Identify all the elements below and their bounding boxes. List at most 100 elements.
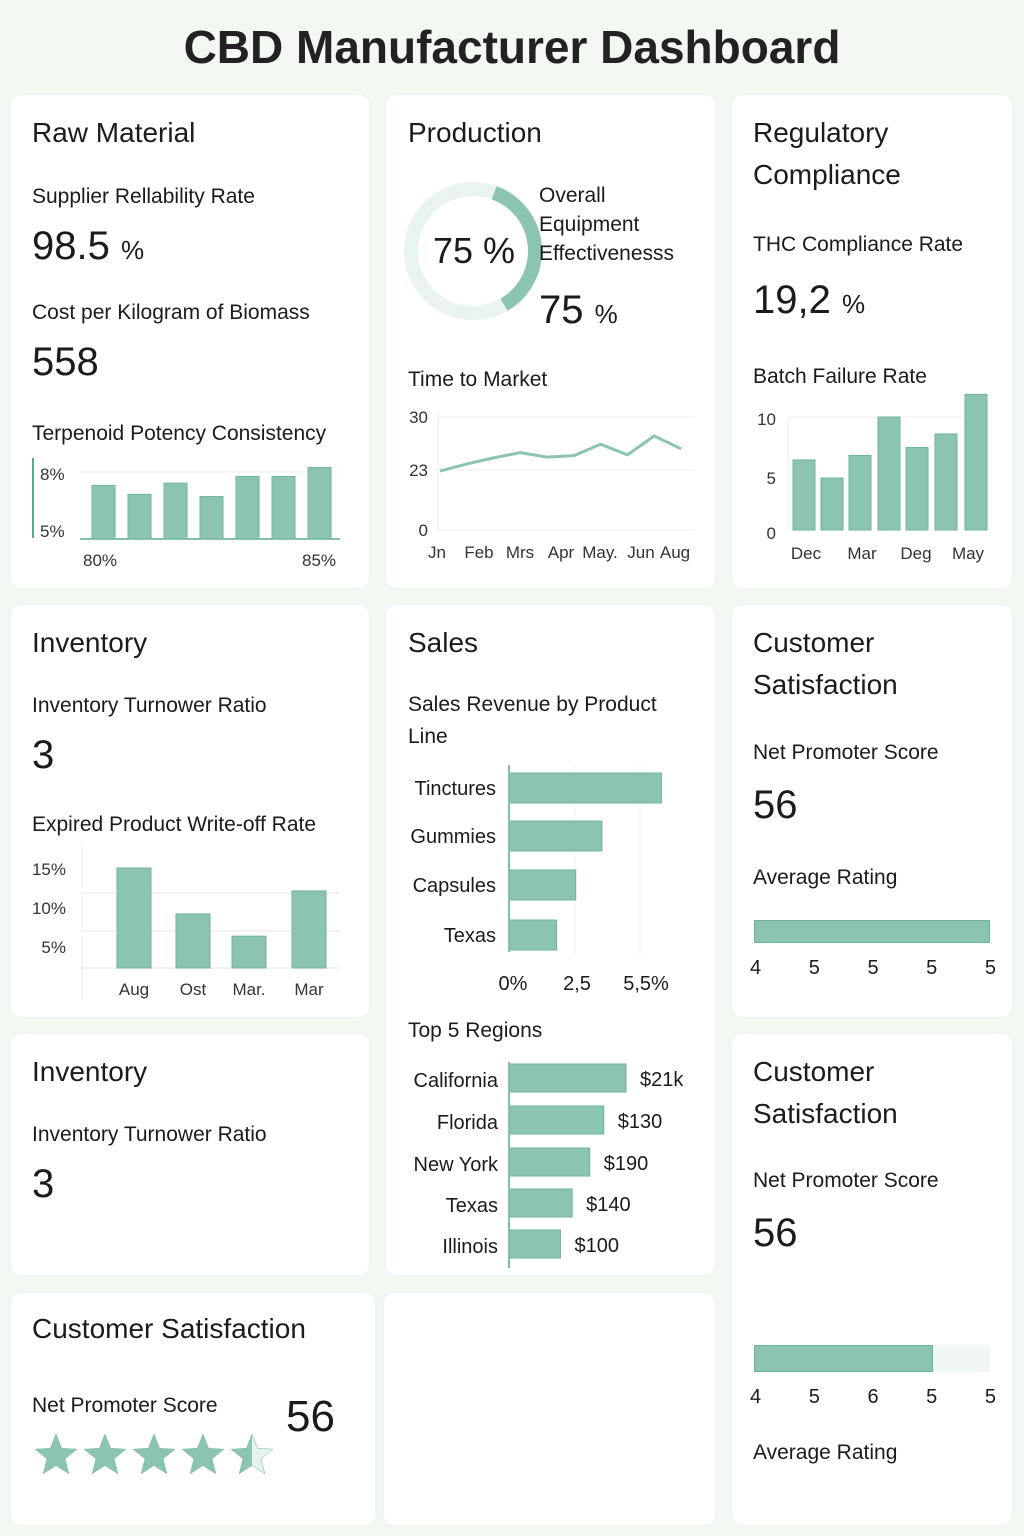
terpenoid-bar <box>271 475 296 540</box>
regulatory-heading: Regulatory Compliance <box>753 117 901 190</box>
revenue-bar <box>508 919 558 951</box>
y-tick-label: 0 <box>419 521 428 540</box>
oee-value: 75 % <box>539 288 618 333</box>
cs-rating-label: Average Rating <box>753 866 898 889</box>
star-icon <box>181 1433 225 1475</box>
terpenoid-bar <box>91 484 116 540</box>
donut-value: 75 % <box>433 230 516 271</box>
region-value-label: $130 <box>618 1111 663 1133</box>
cost-per-kg-value: 558 <box>32 340 99 384</box>
x-tick-label: Jun <box>627 543 654 562</box>
x-tick-label: Deg <box>900 544 931 563</box>
cs-nps-value: 56 <box>753 783 798 827</box>
empty-card <box>384 1293 715 1525</box>
rating-tick: 5 <box>808 957 820 979</box>
expired-bar <box>175 913 211 969</box>
turnover-label: Inventory Turnower Ratio <box>32 694 267 717</box>
cs2-nps-value: 56 <box>753 1211 798 1255</box>
region-bar <box>508 1105 605 1135</box>
rating-2-ticks: 4 5 6 5 5 <box>750 1386 996 1409</box>
y-tick-label: 5% <box>41 938 66 957</box>
y-tick-label: 8% <box>40 465 65 484</box>
x-tick-label: 5,5% <box>623 973 669 995</box>
revenue-bar <box>508 820 603 852</box>
time-to-market-line <box>439 434 682 473</box>
oee-label: Overall Equipment Effectivenesss <box>539 184 675 265</box>
cs3-heading: Customer Satisfaction <box>32 1313 306 1344</box>
batch-failure-label: Batch Failure Rate <box>753 365 927 388</box>
x-tick-label: 85% <box>302 551 336 570</box>
y-tick-label: 15% <box>32 860 66 879</box>
region-label: Texas <box>446 1195 498 1217</box>
category-label: Tinctures <box>414 778 496 800</box>
terpenoid-bar <box>199 496 224 540</box>
terpenoid-bar <box>163 482 188 540</box>
supplier-reliability-unit: % <box>120 235 145 265</box>
thc-label: THC Compliance Rate <box>753 233 964 256</box>
region-value-label: $100 <box>574 1235 619 1257</box>
y-tick-label: 30 <box>409 408 428 427</box>
x-tick-label: Mar. <box>232 980 265 999</box>
rating-tick: 5 <box>926 957 938 979</box>
supplier-reliability-label: Supplier Rellability Rate <box>32 185 255 208</box>
customer-satisfaction-card <box>732 605 1012 1017</box>
rating-tick: 4 <box>750 957 762 979</box>
sales-heading: Sales <box>408 627 479 658</box>
y-tick-label: 10 <box>757 410 776 429</box>
x-tick-label: Mrs <box>506 543 534 562</box>
raw-material-heading: Raw Material <box>32 117 196 148</box>
y-tick-label: 0 <box>767 524 776 543</box>
terpenoid-label: Terpenoid Potency Consistency <box>32 422 327 445</box>
cs-heading: Customer Satisfaction <box>753 627 898 700</box>
donut-fill <box>491 186 542 311</box>
batch-failure-bar <box>934 433 958 531</box>
rating-bar-2-track <box>754 1345 990 1372</box>
star-icon <box>34 1433 78 1475</box>
rating-2-tick: 5 <box>808 1386 820 1408</box>
region-label: Illinois <box>442 1236 498 1258</box>
cs2-nps-label: Net Promoter Score <box>753 1169 939 1192</box>
rating-2-tick: 5 <box>926 1386 938 1408</box>
x-tick-label: Ost <box>180 980 207 999</box>
x-tick-label: May <box>952 544 985 563</box>
inventory-2-heading: Inventory <box>32 1056 148 1087</box>
x-tick-label: Aug <box>660 543 690 562</box>
x-tick-label: 2,5 <box>563 973 591 995</box>
thc-number: 19,2 <box>753 278 831 322</box>
x-tick-label: Mar <box>294 980 324 999</box>
thc-unit: % <box>841 289 866 319</box>
time-to-market-label: Time to Market <box>408 368 548 391</box>
x-tick-label: Mar <box>847 544 877 563</box>
star-icon <box>132 1433 176 1475</box>
batch-failure-bar <box>905 447 929 531</box>
cs3-nps-value: 56 <box>286 1392 335 1441</box>
expired-bar <box>231 935 267 969</box>
region-label: Florida <box>437 1112 499 1134</box>
inventory-heading: Inventory <box>32 627 148 658</box>
oee-number: 75 <box>539 288 584 332</box>
region-value-label: $190 <box>604 1153 649 1175</box>
production-heading: Production <box>408 117 542 148</box>
customer-satisfaction-card-3 <box>11 1293 375 1525</box>
region-value-label: $21k <box>640 1069 684 1091</box>
y-tick-label: 5 <box>767 469 776 488</box>
supplier-reliability-number: 98.5 <box>32 224 110 268</box>
supplier-reliability-value: 98.5 % <box>32 224 144 269</box>
revenue-bar <box>508 869 577 901</box>
region-label: New York <box>414 1154 499 1176</box>
batch-failure-bar <box>877 416 901 531</box>
region-value-label: $140 <box>586 1194 631 1216</box>
x-tick-label: Dec <box>791 544 822 563</box>
y-tick-label: 10% <box>32 899 66 918</box>
rating-bar-2-fill <box>754 1345 934 1372</box>
revenue-bar <box>508 772 662 804</box>
cs2-rating-label: Average Rating <box>753 1441 898 1464</box>
rating-2-tick: 4 <box>750 1386 762 1408</box>
expired-bar <box>116 867 152 969</box>
category-label: Gummies <box>410 826 496 848</box>
region-bar <box>508 1147 591 1177</box>
